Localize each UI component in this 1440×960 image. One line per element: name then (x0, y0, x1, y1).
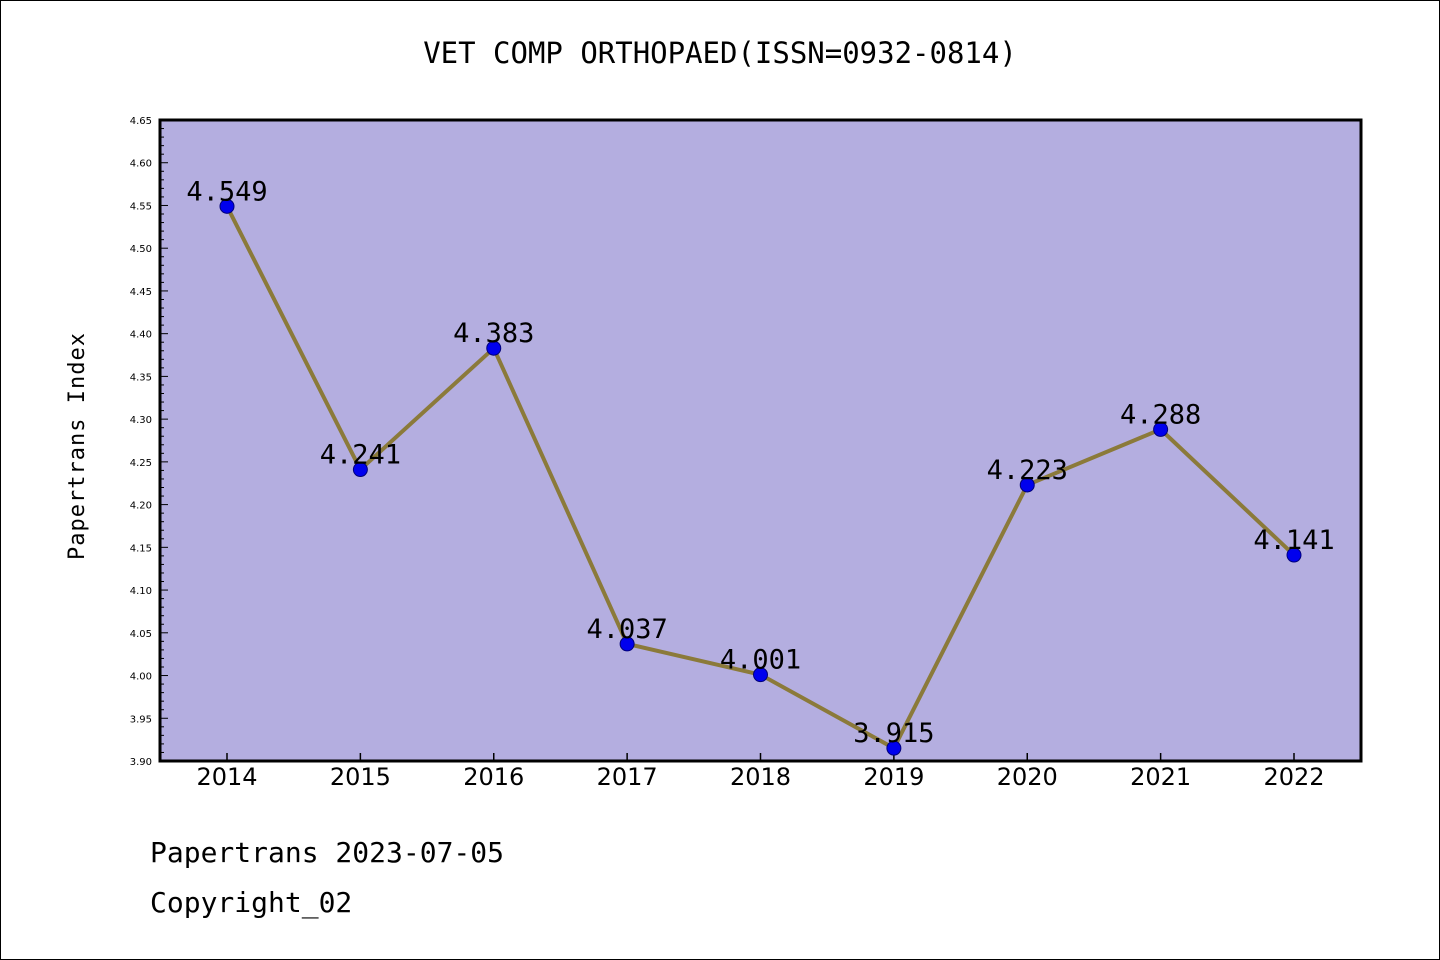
data-labels: 4.549 4.241 4.383 4.037 4.001 3.915 4.223 4.288… (186, 176, 1334, 749)
data-point (886, 740, 902, 756)
data-point (619, 636, 635, 652)
x-tick-label: 2017 (597, 763, 658, 791)
series-papertrans-index (219, 198, 1302, 756)
data-label: 4.549 (186, 176, 267, 207)
y-axis-label: Papertrans Index (65, 332, 90, 560)
y-tick-label: 3.95 (130, 714, 152, 725)
y-axis: 3.90 3.95 4.00 4.05 4.10 4.15 4.20 4.25 4.30 4.35… (130, 116, 168, 768)
data-point (1286, 547, 1302, 563)
data-label: 4.383 (453, 318, 534, 349)
data-point (1153, 421, 1169, 437)
data-label: 3.915 (853, 718, 934, 749)
plot-border (158, 118, 1363, 763)
data-point (1019, 477, 1035, 493)
y-tick-label: 4.00 (130, 672, 152, 683)
chart-title: VET COMP ORTHOPAED(ISSN=0932-0814) (423, 36, 1017, 70)
y-tick-label: 4.30 (130, 415, 152, 426)
data-label: 4.241 (320, 440, 401, 471)
y-tick-label: 4.45 (130, 287, 152, 298)
data-point (352, 462, 368, 478)
y-tick-label: 4.40 (130, 330, 152, 341)
x-tick-label: 2018 (730, 763, 791, 791)
data-point (753, 667, 768, 683)
y-tick-label: 4.20 (130, 501, 152, 512)
data-point (219, 198, 235, 214)
y-tick-label: 4.35 (130, 372, 152, 383)
y-tick-label: 4.10 (130, 586, 152, 597)
y-tick-label: 4.25 (130, 458, 152, 469)
y-tick-label: 4.65 (130, 116, 152, 127)
x-tick-label: 2020 (997, 763, 1058, 791)
data-point (486, 340, 502, 356)
y-tick-label: 4.15 (130, 543, 152, 554)
x-tick-label: 2021 (1130, 763, 1191, 791)
x-axis: 2014 2015 2016 2017 2018 2019 2020 2021 2022 (196, 753, 1325, 791)
x-tick-label: 2022 (1263, 763, 1324, 791)
x-tick-label: 2015 (330, 763, 391, 791)
plot-area (160, 120, 1361, 761)
data-label: 4.001 (720, 645, 801, 676)
data-label: 4.288 (1120, 399, 1201, 430)
data-label: 4.141 (1253, 525, 1334, 556)
data-label: 4.037 (586, 614, 667, 645)
y-tick-label: 4.50 (130, 244, 152, 255)
x-tick-label: 2019 (863, 763, 924, 791)
y-tick-label: 3.90 (130, 757, 152, 768)
y-tick-label: 4.60 (130, 159, 152, 170)
footer-copyright: Copyright_02 (150, 886, 353, 919)
x-tick-label: 2014 (196, 763, 257, 791)
x-tick-label: 2016 (463, 763, 524, 791)
y-tick-label: 4.55 (130, 201, 152, 212)
footer-date-line: Papertrans 2023-07-05 (150, 836, 505, 869)
data-label: 4.223 (987, 455, 1068, 486)
y-tick-label: 4.05 (130, 629, 152, 640)
